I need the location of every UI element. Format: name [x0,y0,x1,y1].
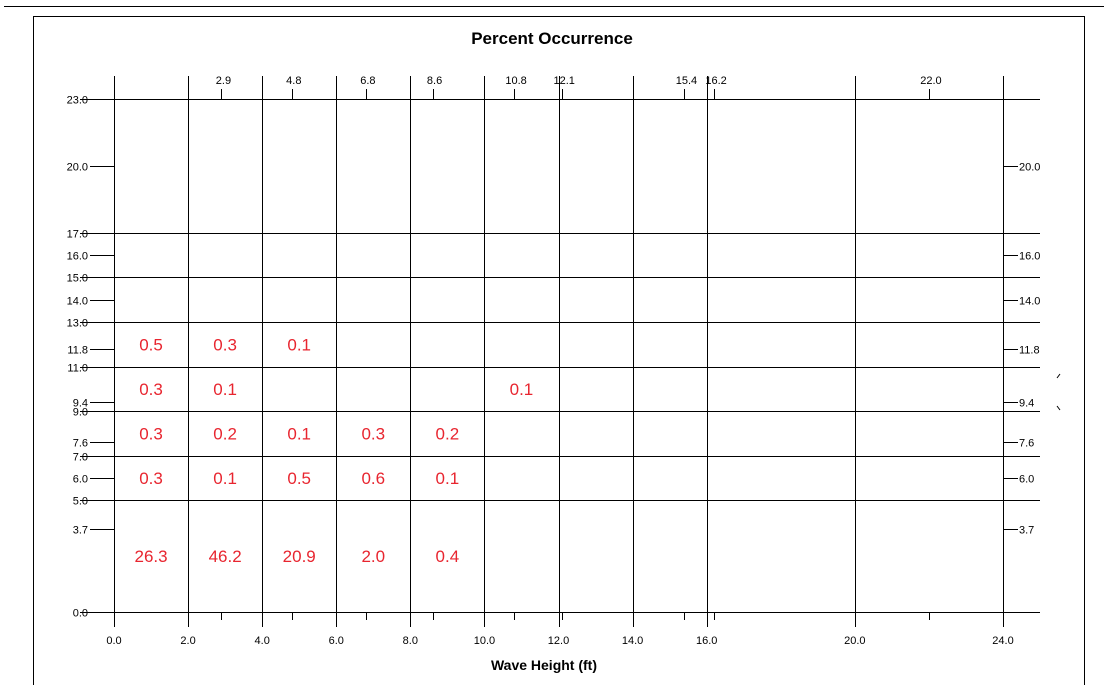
stray-mark-upper [1056,373,1061,379]
y-left-tick-label: 16.0 [67,251,88,263]
y-right-tick-label: 20.0 [1019,162,1040,174]
cell-value-label: 2.0 [361,547,385,566]
y-left-tick-label: 15.0 [67,273,88,285]
y-left-tick-label: 14.0 [67,296,88,308]
cell-value-label: 0.1 [510,380,534,399]
cell-value-label: 0.2 [213,425,237,444]
y-left-tick-label: 11.8 [67,345,88,357]
y-left-tick-label: 7.0 [73,452,88,464]
cell-value-label: 0.1 [287,335,311,354]
x-top-tick-label: 6.8 [360,75,375,87]
x-top-tick-label: 8.6 [427,75,442,87]
x-bottom-tick-label: 8.0 [403,635,418,647]
y-left-tick-label: 0.0 [73,608,88,620]
cell-value-label: 0.6 [361,469,385,488]
x-bottom-tick-label: 0.0 [106,635,121,647]
cell-value-label: 0.1 [213,469,237,488]
cell-value-layer: 0.5 0.3 0.1 0.3 0.1 0.1 0.3 0.2 0.1 0.3 0.2 0.3 0.1 0… [134,335,533,566]
y-left-tick-label: 11.0 [67,363,88,375]
cell-value-label: 0.5 [287,469,311,488]
cell-value-label: 0.1 [213,380,237,399]
x-bottom-tick-label: 2.0 [180,635,195,647]
cell-value-label: 26.3 [134,547,167,566]
x-top-tick-label: 15.4 [676,75,697,87]
x-bottom-tick-label: 6.0 [329,635,344,647]
cell-value-label: 0.3 [213,335,237,354]
x-bottom-tick-label: 20.0 [844,635,865,647]
y-left-tick-label: 6.0 [73,474,88,486]
y-right-tick-label: 14.0 [1019,296,1040,308]
y-left-tick-label: 3.7 [73,525,88,537]
x-bottom-tick-label: 16.0 [696,635,717,647]
x-top-tick-label: 16.2 [705,75,726,87]
cell-value-label: 0.3 [361,425,385,444]
cell-value-label: 20.9 [283,547,316,566]
y-left-tick-label: 20.0 [67,162,88,174]
y-left-tick-label: 23.0 [67,95,88,107]
cell-value-label: 0.4 [436,547,460,566]
x-top-tick-label: 2.9 [216,75,231,87]
cell-value-label: 0.3 [139,425,163,444]
x-bottom-tick-label: 10.0 [474,635,495,647]
y-left-tick-label: 17.0 [67,229,88,241]
y-right-tick-label: 3.7 [1019,525,1034,537]
x-bottom-tick-label: 24.0 [992,635,1013,647]
x-bottom-tick-label: 12.0 [548,635,569,647]
cell-value-label: 46.2 [209,547,242,566]
y-right-tick-label: 9.4 [1019,398,1034,410]
x-bottom-tick-label: 14.0 [622,635,643,647]
y-left-tick-label: 13.0 [67,318,88,330]
cell-value-label: 0.3 [139,469,163,488]
tick-layer: 0.0 2.0 4.0 6.0 8.0 10.0 12.0 14.0 16.0 20.0 24.0 2… [67,75,1041,647]
stray-mark-lower [1056,405,1061,411]
x-bottom-tick-label: 4.0 [255,635,270,647]
grid-layer [80,76,1040,627]
cell-value-label: 0.1 [436,469,460,488]
cell-value-label: 0.3 [139,380,163,399]
y-right-tick-label: 16.0 [1019,251,1040,263]
y-left-tick-label: 9.0 [73,407,88,419]
cell-value-label: 0.1 [287,425,311,444]
y-right-tick-label: 7.6 [1019,438,1034,450]
chart-title: Percent Occurrence [471,29,633,48]
y-left-tick-label: 5.0 [73,496,88,508]
x-top-tick-label: 22.0 [920,75,941,87]
x-top-tick-label: 10.8 [505,75,526,87]
y-right-tick-label: 6.0 [1019,474,1034,486]
y-right-tick-label: 11.8 [1019,345,1040,357]
x-top-tick-label: 4.8 [286,75,301,87]
cell-value-label: 0.5 [139,335,163,354]
y-left-tick-label: 9.4 [73,398,88,410]
cell-value-label: 0.2 [436,425,460,444]
x-top-tick-label: 12.1 [553,75,574,87]
y-left-tick-label: 7.6 [73,438,88,450]
x-axis-title: Wave Height (ft) [491,657,597,673]
